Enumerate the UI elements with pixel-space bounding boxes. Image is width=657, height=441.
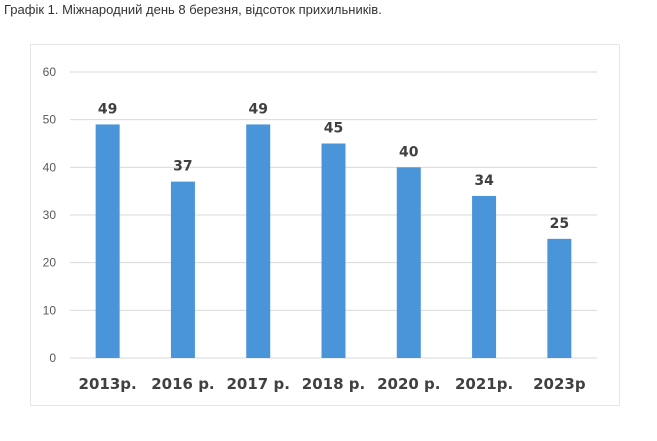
category-label: 2017 р.	[227, 375, 290, 393]
category-label: 2016 р.	[151, 375, 214, 393]
category-label: 2021р.	[455, 375, 513, 393]
x-axis-categories: 2013р. 2016 р. 2017 р. 2018 р. 2020 р. 2021р.…	[79, 375, 586, 393]
data-label: 40	[399, 144, 419, 160]
bar-1	[95, 124, 120, 358]
y-tick-label: 0	[49, 351, 56, 365]
data-label: 25	[550, 216, 569, 232]
bar-4	[321, 143, 346, 358]
data-label: 49	[248, 101, 267, 117]
category-label: 2020 р.	[377, 375, 440, 393]
y-tick-label: 20	[43, 256, 57, 270]
y-tick-label: 40	[43, 160, 57, 174]
data-label: 45	[324, 121, 343, 137]
y-tick-label: 50	[43, 113, 57, 127]
y-tick-label: 60	[43, 65, 57, 79]
category-label: 2018 р.	[302, 375, 365, 393]
data-label: 34	[474, 173, 494, 189]
y-axis-ticks: 0 10 20 30 40 50 60	[43, 65, 57, 365]
category-label: 2013р.	[79, 375, 137, 393]
chart-caption: Графік 1. Міжнародний день 8 березня, ві…	[4, 2, 382, 17]
bar-2	[170, 181, 195, 358]
bar-5	[396, 167, 421, 358]
bar-6	[472, 195, 497, 358]
y-tick-label: 30	[43, 208, 57, 222]
bars	[95, 124, 572, 358]
data-label: 49	[98, 101, 117, 117]
bar-3	[246, 124, 271, 358]
category-label: 2023р	[533, 375, 586, 393]
data-label: 37	[173, 159, 192, 175]
y-tick-label: 10	[43, 303, 57, 317]
bar-7	[547, 238, 572, 358]
data-labels: 49 37 49 45 40 34 25	[98, 101, 569, 231]
